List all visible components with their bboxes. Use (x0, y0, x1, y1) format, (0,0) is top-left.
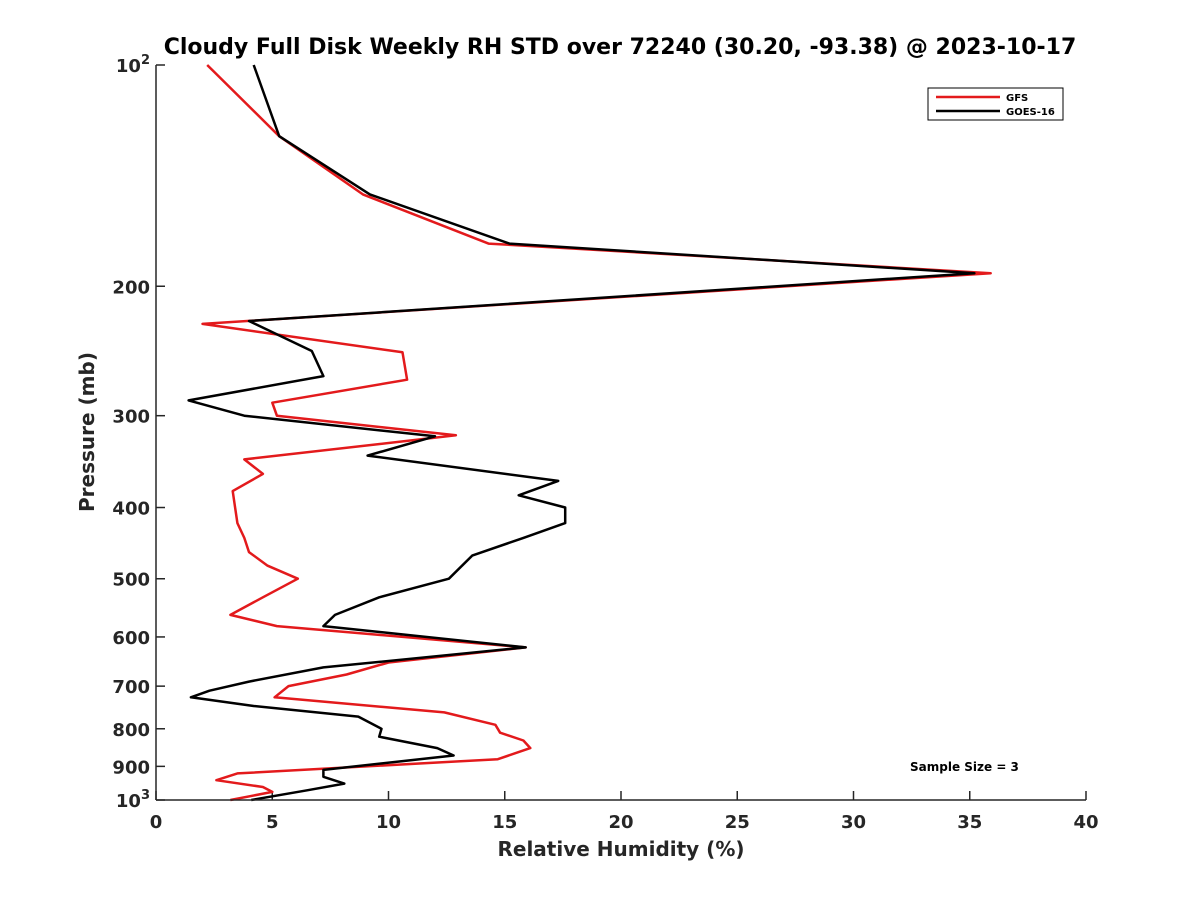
series-line-goes16 (187, 64, 976, 802)
y-axis-label: Pressure (mb) (75, 352, 99, 512)
y-tick-label: 200 (112, 277, 150, 298)
y-tick-label-base: 10 (116, 791, 141, 812)
series-line-gfs (201, 64, 992, 802)
y-tick-label: 900 (112, 757, 150, 778)
y-tick-label: 103 (116, 788, 150, 812)
legend[interactable]: GFS GOES-16 (927, 87, 1064, 121)
y-tick-label-exponent: 2 (141, 53, 150, 68)
sample-size-annotation: Sample Size = 3 (910, 760, 1019, 774)
series-layer (187, 64, 992, 802)
y-tick-label: 300 (112, 407, 150, 428)
y-tick-label: 102 (116, 53, 150, 77)
legend-label-goes16: GOES-16 (1006, 107, 1055, 118)
x-tick-label: 25 (725, 812, 750, 833)
y-tick-label-base: 10 (116, 56, 141, 77)
y-tick-label: 800 (112, 720, 150, 741)
x-tick-label: 0 (150, 812, 163, 833)
x-axis-ticks: 0 5 10 15 20 25 30 35 40 (150, 791, 1099, 833)
x-tick-label: 30 (841, 812, 866, 833)
y-tick-label: 400 (112, 499, 150, 520)
chart-title: Cloudy Full Disk Weekly RH STD over 7224… (164, 35, 1077, 60)
legend-box (927, 87, 1064, 121)
x-axis-label: Relative Humidity (%) (497, 837, 744, 861)
legend-label-gfs: GFS (1006, 93, 1028, 104)
y-tick-label: 500 (112, 570, 150, 591)
y-tick-label: 600 (112, 628, 150, 649)
x-tick-label: 35 (957, 812, 982, 833)
x-tick-label: 40 (1073, 812, 1098, 833)
y-tick-label-exponent: 3 (141, 788, 150, 803)
x-tick-label: 15 (492, 812, 517, 833)
x-tick-label: 10 (376, 812, 401, 833)
y-tick-label: 700 (112, 677, 150, 698)
x-tick-label: 20 (608, 812, 633, 833)
x-tick-label: 5 (266, 812, 279, 833)
